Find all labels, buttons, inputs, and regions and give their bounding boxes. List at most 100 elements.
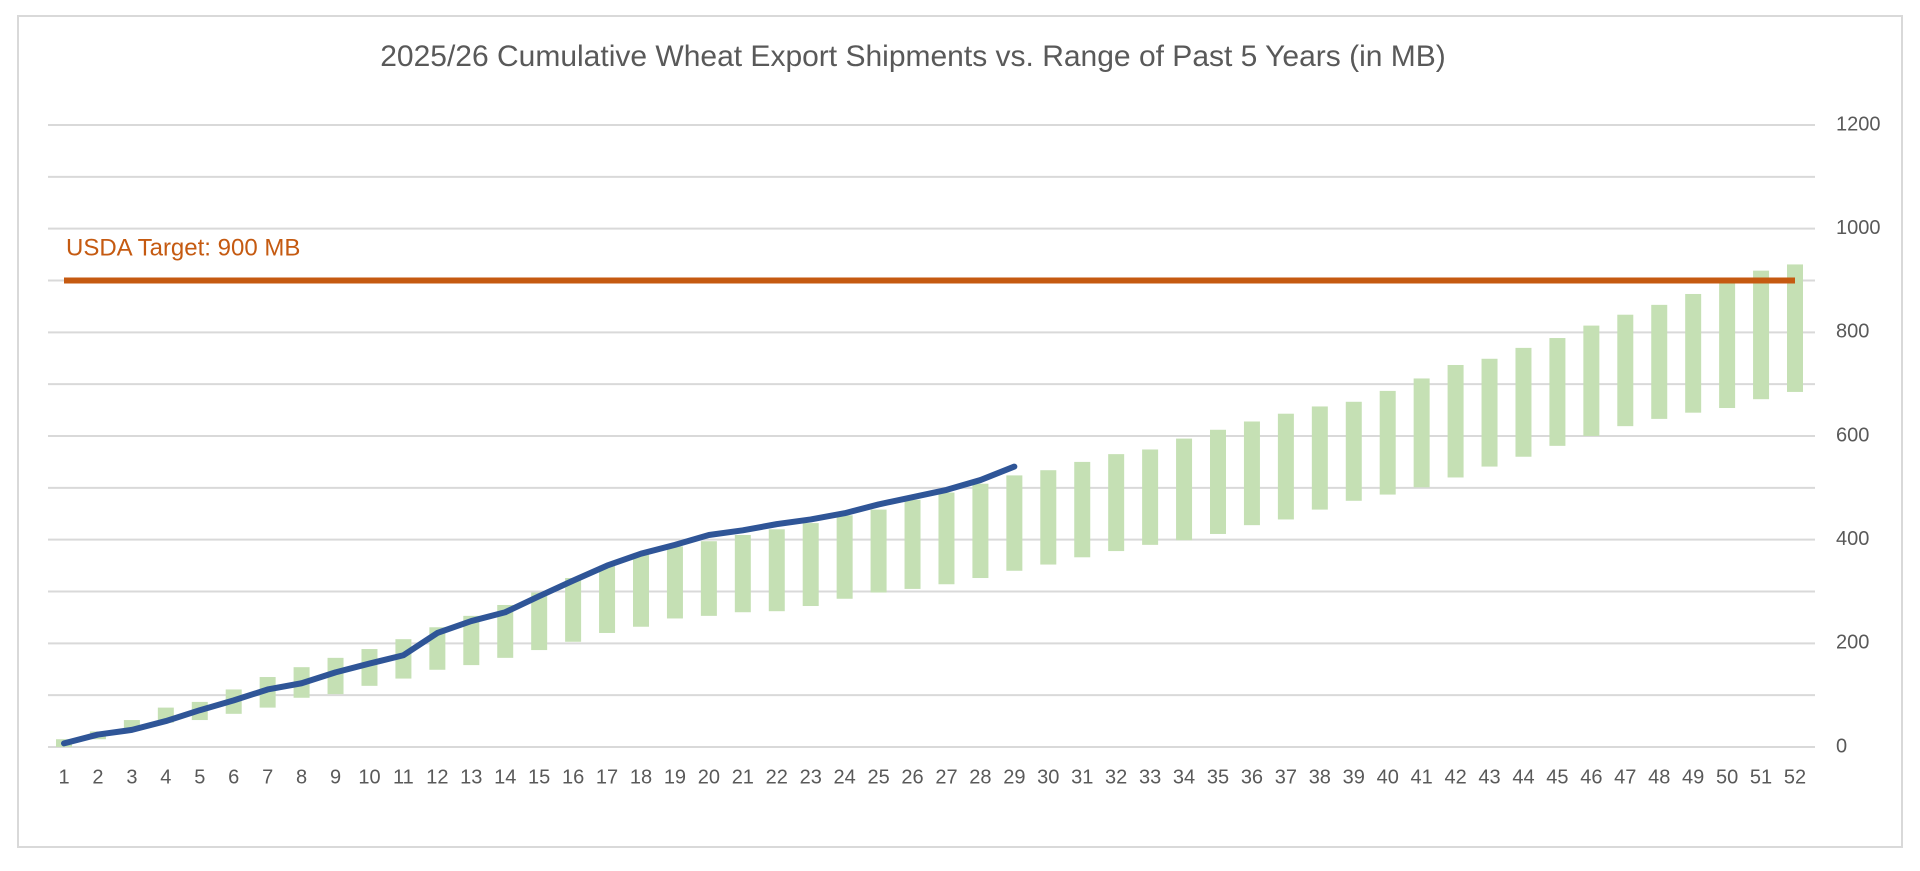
- x-tick-label: 11: [393, 766, 414, 788]
- range-bar: [802, 523, 819, 607]
- x-tick-label: 49: [1682, 766, 1704, 788]
- x-tick-label: 50: [1716, 766, 1738, 788]
- x-tick-label: 18: [630, 766, 652, 788]
- x-tick-label: 30: [1037, 766, 1059, 788]
- range-bar: [1719, 280, 1736, 409]
- x-tick-label: 22: [766, 766, 788, 788]
- x-tick-label: 20: [698, 766, 720, 788]
- x-tick-label: 46: [1580, 766, 1602, 788]
- x-tick-label: 29: [1003, 766, 1025, 788]
- y-tick-label: 200: [1836, 632, 1869, 654]
- x-tick-label: 13: [460, 766, 482, 788]
- y-tick-label: 0: [1836, 735, 1847, 757]
- range-bar: [1379, 390, 1396, 495]
- range-bar: [1617, 314, 1634, 427]
- x-tick-label: 52: [1784, 766, 1806, 788]
- x-tick-label: 41: [1411, 766, 1433, 788]
- range-bar: [1243, 421, 1260, 526]
- range-bar: [1515, 347, 1532, 457]
- x-tick-label: 36: [1241, 766, 1263, 788]
- x-tick-label: 44: [1512, 766, 1534, 788]
- x-tick-label: 10: [358, 766, 380, 788]
- x-tick-label: 15: [528, 766, 550, 788]
- target-label: USDA Target: 900 MB: [66, 234, 300, 261]
- range-bar: [395, 639, 412, 679]
- range-bar: [1345, 401, 1362, 501]
- x-tick-label: 48: [1648, 766, 1670, 788]
- range-bar: [599, 565, 616, 633]
- range-bar: [1210, 429, 1226, 534]
- range-bar: [836, 515, 853, 599]
- range-bar: [1549, 338, 1566, 446]
- x-tick-label: 1: [58, 766, 69, 788]
- range-bar: [1787, 264, 1803, 392]
- x-tick-label: 2: [92, 766, 103, 788]
- range-bar: [1040, 470, 1057, 565]
- range-bar: [1685, 293, 1702, 413]
- y-tick-label: 600: [1836, 424, 1869, 446]
- x-tick-label: 32: [1105, 766, 1127, 788]
- chart-title: 2025/26 Cumulative Wheat Export Shipment…: [380, 40, 1446, 73]
- range-bar: [666, 546, 683, 619]
- y-tick-label: 800: [1836, 321, 1869, 343]
- range-bar: [938, 492, 955, 585]
- x-tick-label: 37: [1275, 766, 1297, 788]
- x-tick-label: 26: [901, 766, 923, 788]
- x-tick-label: 27: [935, 766, 957, 788]
- x-tick-label: 4: [160, 766, 171, 788]
- y-tick-label: 1000: [1836, 217, 1881, 239]
- x-tick-label: 51: [1750, 766, 1772, 788]
- x-tick-label: 35: [1207, 766, 1229, 788]
- x-tick-label: 34: [1173, 766, 1195, 788]
- x-tick-label: 40: [1377, 766, 1399, 788]
- range-bar: [1142, 449, 1159, 545]
- x-tick-label: 25: [867, 766, 889, 788]
- x-tick-label: 6: [228, 766, 239, 788]
- chart-frame: [17, 15, 1903, 848]
- range-bar: [633, 554, 649, 627]
- x-tick-label: 33: [1139, 766, 1161, 788]
- x-tick-label: 16: [562, 766, 584, 788]
- range-bar: [1074, 461, 1091, 558]
- range-bar: [1108, 454, 1125, 552]
- range-bar: [1651, 304, 1668, 419]
- x-tick-label: 43: [1478, 766, 1500, 788]
- range-bar: [1006, 475, 1023, 571]
- x-tick-label: 21: [732, 766, 754, 788]
- range-bar: [123, 720, 140, 731]
- x-tick-label: 14: [494, 766, 516, 788]
- x-tick-label: 17: [596, 766, 618, 788]
- range-bar: [1753, 270, 1770, 400]
- y-tick-label: 1200: [1836, 113, 1881, 135]
- range-bar: [972, 483, 989, 579]
- range-bar: [768, 529, 785, 612]
- x-tick-label: 28: [969, 766, 991, 788]
- x-tick-label: 9: [330, 766, 341, 788]
- range-bar: [734, 535, 751, 613]
- range-bar: [327, 657, 344, 695]
- shipments-line: [61, 463, 1018, 747]
- y-tick-label: 400: [1836, 528, 1869, 550]
- x-tick-label: 38: [1309, 766, 1331, 788]
- range-bar: [1583, 325, 1600, 436]
- x-tick-label: 31: [1071, 766, 1093, 788]
- x-tick-label: 45: [1546, 766, 1568, 788]
- range-bar: [565, 578, 582, 642]
- x-tick-label: 7: [262, 766, 273, 788]
- range-bar: [700, 541, 717, 616]
- x-tick-label: 5: [194, 766, 205, 788]
- range-bar: [904, 499, 921, 589]
- range-bar: [870, 509, 887, 593]
- range-bar: [1311, 406, 1328, 510]
- x-tick-label: 3: [126, 766, 137, 788]
- range-bar: [531, 592, 548, 651]
- x-tick-label: 12: [426, 766, 448, 788]
- range-bar: [1277, 413, 1294, 520]
- x-tick-label: 8: [296, 766, 307, 788]
- range-bar: [1413, 378, 1430, 488]
- x-tick-label: 23: [800, 766, 822, 788]
- range-bar: [361, 649, 378, 686]
- range-bar: [1447, 364, 1464, 478]
- x-tick-label: 24: [834, 766, 856, 788]
